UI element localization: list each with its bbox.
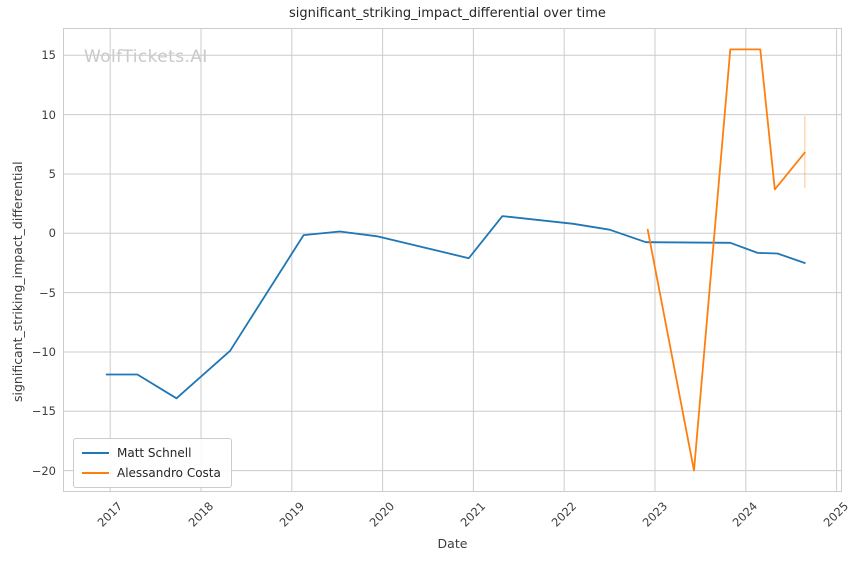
x-tick-label: 2022 bbox=[548, 499, 580, 530]
x-tick-label: 2017 bbox=[94, 499, 126, 530]
y-tick-label: 15 bbox=[41, 48, 56, 63]
series-line-alessandro-costa bbox=[646, 48, 806, 472]
chart-title: significant_striking_impact_differential… bbox=[289, 6, 606, 21]
x-axis-label: Date bbox=[437, 536, 468, 551]
y-tick-label: −20 bbox=[31, 463, 56, 478]
y-tick-label: 5 bbox=[48, 166, 56, 181]
legend-label: Alessandro Costa bbox=[117, 466, 221, 480]
x-tick-label: 2023 bbox=[639, 499, 670, 530]
y-tick-label: −15 bbox=[31, 404, 56, 419]
y-tick-label: −5 bbox=[39, 285, 56, 300]
legend-line-swatch bbox=[82, 472, 109, 474]
legend-item: Matt Schnell bbox=[82, 443, 221, 463]
y-tick-label: 0 bbox=[48, 226, 56, 241]
x-tick-label: 2019 bbox=[276, 499, 307, 530]
x-tick-label: 2021 bbox=[457, 499, 489, 530]
series-line-matt-schnell bbox=[105, 215, 806, 400]
watermark: WolfTickets.AI bbox=[84, 47, 208, 67]
legend-items: Matt Schnell Alessandro Costa bbox=[82, 443, 221, 483]
legend-item: Alessandro Costa bbox=[82, 463, 221, 483]
y-axis-label: significant_striking_impact_differential bbox=[10, 161, 25, 402]
plot-border bbox=[63, 28, 842, 492]
y-tick-label: −10 bbox=[31, 344, 56, 359]
legend-line-swatch bbox=[82, 452, 109, 454]
x-tick-label: 2018 bbox=[185, 499, 216, 530]
x-tick-label: 2020 bbox=[366, 499, 398, 530]
legend: Matt Schnell Alessandro Costa bbox=[73, 438, 232, 488]
y-tick-label: 10 bbox=[41, 107, 56, 122]
plot-area bbox=[63, 28, 842, 492]
x-tick-label: 2025 bbox=[820, 499, 852, 530]
x-tick-label: 2024 bbox=[730, 499, 761, 530]
legend-label: Matt Schnell bbox=[117, 446, 192, 460]
